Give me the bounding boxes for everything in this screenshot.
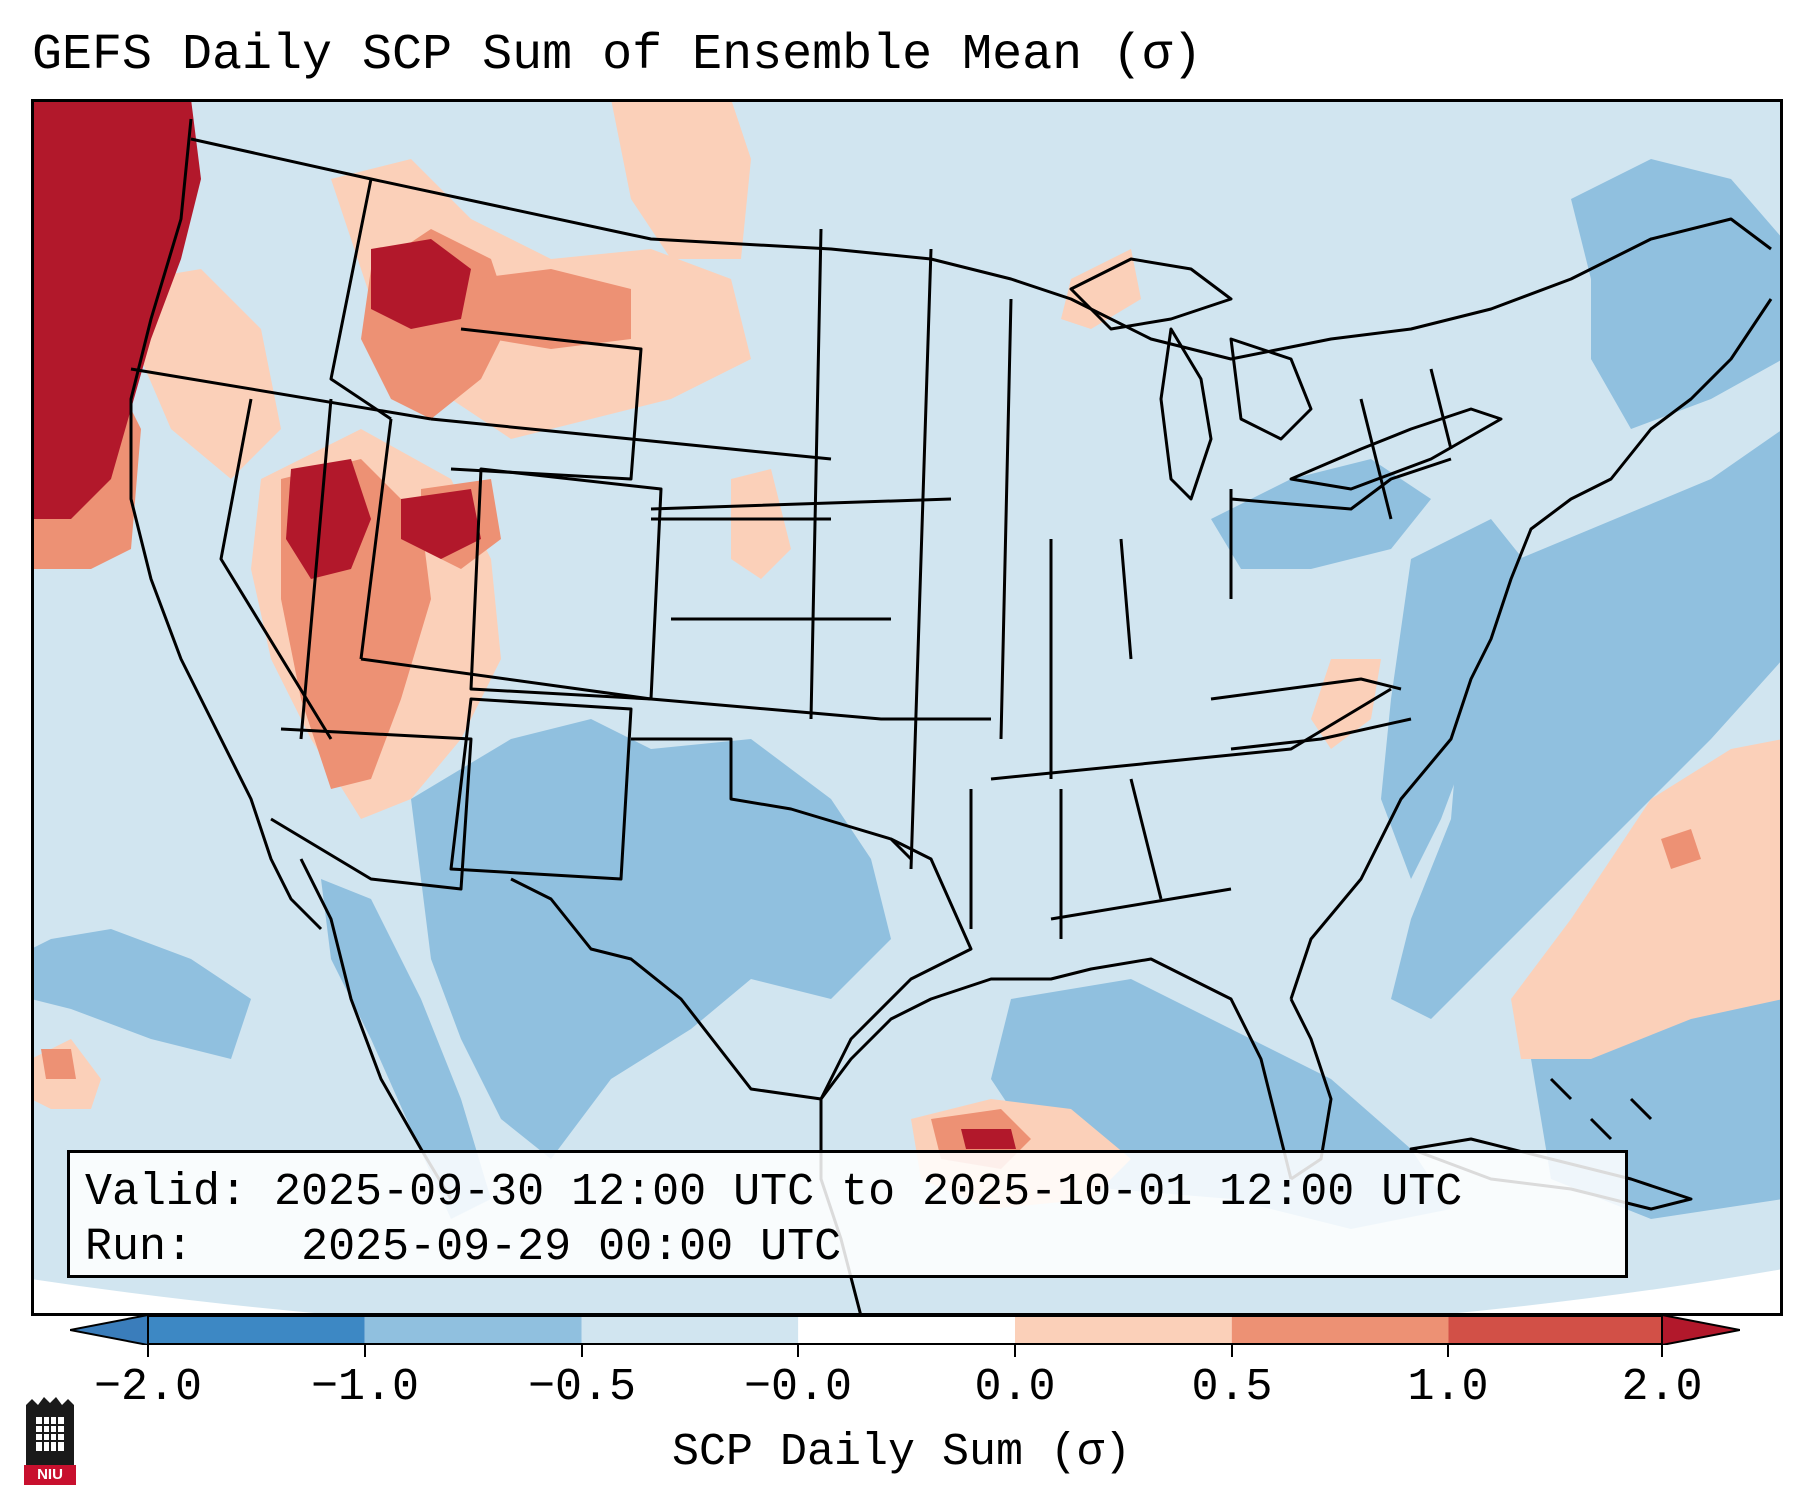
mountain-west-row bbox=[430, 417, 832, 461]
negative-anomaly-layer bbox=[31, 159, 1783, 1229]
run-label: Run: bbox=[85, 1222, 194, 1273]
utah-strong-positive bbox=[401, 489, 481, 559]
midwest-columns bbox=[1049, 489, 1233, 779]
west-states-row bbox=[360, 657, 991, 721]
tick-label-3: −0.5 bbox=[527, 1362, 637, 1413]
run-time: 2025-09-29 00:00 UTC bbox=[301, 1222, 842, 1273]
east-coast bbox=[1289, 298, 1773, 1000]
great-lakes-huron bbox=[1229, 337, 1313, 441]
great-lakes-negative-region bbox=[1211, 459, 1431, 569]
west-coast bbox=[129, 118, 323, 931]
colorbar bbox=[70, 1315, 1740, 1345]
texas-outline bbox=[510, 837, 973, 1101]
arizona-border bbox=[270, 727, 473, 891]
valid-row: Valid: 2025-09-30 12:00 UTC to 2025-10-0… bbox=[85, 1165, 1625, 1220]
map-frame bbox=[31, 99, 1783, 1316]
montana-medium-positive bbox=[471, 269, 631, 349]
pnw-coast-strong-positive bbox=[31, 99, 201, 519]
colorbar-segment-4 bbox=[798, 1315, 1015, 1345]
kansas-nebraska bbox=[650, 497, 952, 621]
utah-border bbox=[299, 398, 393, 740]
colorbar-outline bbox=[147, 1315, 1663, 1345]
tick-mark-6 bbox=[1231, 1343, 1233, 1357]
montana-light-positive bbox=[611, 99, 751, 259]
castle-icon bbox=[24, 1397, 76, 1485]
colorbar-segment-6 bbox=[1231, 1315, 1449, 1345]
tick-mark-5 bbox=[1014, 1343, 1016, 1357]
tick-label-4: −0.0 bbox=[743, 1362, 853, 1413]
virginia-carolina bbox=[1210, 677, 1412, 751]
coastlines bbox=[129, 118, 1773, 1316]
tick-mark-7 bbox=[1447, 1343, 1449, 1357]
superior-light-positive bbox=[1061, 249, 1141, 329]
gulf-coast bbox=[819, 957, 1293, 1180]
colorbar-segment-7 bbox=[1448, 1315, 1662, 1345]
logo-text: NIU bbox=[37, 1466, 63, 1483]
idaho-strong-positive bbox=[371, 239, 471, 329]
atlantic-medium-positive bbox=[1661, 829, 1701, 869]
colorado-box bbox=[469, 467, 663, 701]
state-boundaries bbox=[130, 137, 1772, 1101]
colorbar-ticks: −2.0 −1.0 −0.5 −0.0 0.0 0.5 1.0 2.0 bbox=[0, 1343, 1803, 1413]
great-lakes-superior bbox=[1069, 257, 1233, 331]
nevada-east-border bbox=[219, 398, 333, 740]
colorbar-under-triangle bbox=[70, 1315, 149, 1345]
nevada-strong-positive bbox=[286, 459, 371, 579]
tick-mark-2 bbox=[364, 1343, 366, 1357]
tick-mark-1 bbox=[147, 1343, 149, 1357]
plains-columns bbox=[809, 228, 1013, 870]
great-lakes-erie-ontario bbox=[1289, 407, 1503, 491]
niu-logo: NIU bbox=[22, 1395, 78, 1485]
tick-label-5: 0.0 bbox=[974, 1362, 1056, 1413]
tick-label-6: 0.5 bbox=[1191, 1362, 1273, 1413]
valid-time: 2025-09-30 12:00 UTC to 2025-10-01 12:00… bbox=[274, 1167, 1463, 1218]
atlantic-light-positive bbox=[1511, 739, 1783, 1059]
valid-label: Valid: bbox=[85, 1167, 248, 1218]
southwest-negative-region bbox=[411, 719, 891, 1159]
colorado-light-positive bbox=[731, 469, 791, 579]
idaho-border bbox=[329, 178, 392, 421]
colorbar-segment-5 bbox=[1015, 1315, 1232, 1345]
tick-mark-3 bbox=[581, 1343, 583, 1357]
tick-label-1: −2.0 bbox=[93, 1362, 203, 1413]
colorbar-segment-2 bbox=[364, 1315, 582, 1345]
gulf-strong-positive bbox=[961, 1129, 1016, 1149]
tick-mark-8 bbox=[1661, 1343, 1663, 1357]
tick-label-7: 1.0 bbox=[1407, 1362, 1489, 1413]
projection-edge bbox=[31, 1269, 1783, 1316]
scp-anomaly-map bbox=[31, 99, 1783, 1316]
northeast-lines bbox=[1230, 368, 1453, 520]
southeast-columns bbox=[969, 778, 1163, 939]
midatlantic-negative-region bbox=[1381, 519, 1531, 879]
new-mexico-box bbox=[449, 697, 633, 881]
colorbar-label: SCP Daily Sum (σ) bbox=[671, 1427, 1132, 1478]
pacific-medium-positive bbox=[41, 1049, 76, 1079]
great-lakes-michigan bbox=[1159, 327, 1213, 501]
strong-positive-layer bbox=[31, 99, 1016, 1149]
tick-mark-4 bbox=[797, 1343, 799, 1357]
run-row: Run: 2025-09-29 00:00 UTC bbox=[85, 1220, 1625, 1275]
canada-border bbox=[190, 137, 1772, 361]
tick-label-2: −1.0 bbox=[310, 1362, 420, 1413]
tick-label-8: 2.0 bbox=[1621, 1362, 1703, 1413]
wyoming-box bbox=[450, 327, 643, 481]
colorbar-segment-1 bbox=[148, 1315, 365, 1345]
baja-negative-region bbox=[321, 879, 491, 1219]
bahamas bbox=[1549, 1077, 1653, 1141]
pacific-negative-region bbox=[31, 929, 251, 1059]
map-title: GEFS Daily SCP Sum of Ensemble Mean (σ) bbox=[32, 27, 1203, 84]
colorbar-over-triangle bbox=[1661, 1315, 1740, 1345]
southeast-row bbox=[990, 687, 1392, 921]
valid-run-info-box: Valid: 2025-09-30 12:00 UTC to 2025-10-0… bbox=[67, 1150, 1628, 1278]
colorbar-segment-3 bbox=[581, 1315, 799, 1345]
